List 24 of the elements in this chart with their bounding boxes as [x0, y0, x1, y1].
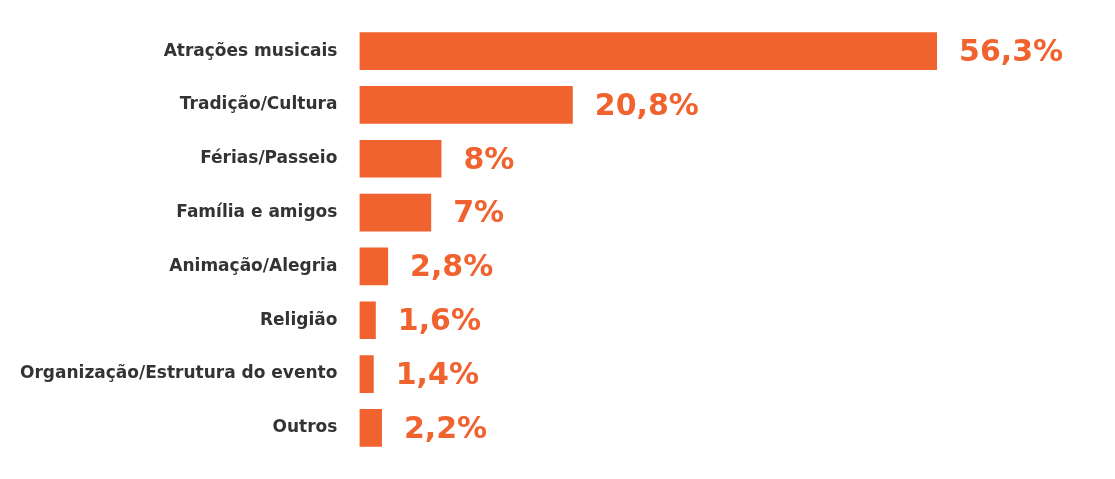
y-tick-label: Família e amigos — [176, 201, 338, 222]
y-tick-label: Férias/Passeio — [200, 147, 338, 168]
bar — [359, 409, 382, 447]
bar — [359, 86, 573, 124]
data-label: 2,2% — [403, 409, 488, 445]
y-tick-label: Animação/Alegria — [169, 254, 338, 275]
bar — [359, 301, 376, 340]
data-label: 20,8% — [594, 86, 699, 122]
y-tick-label: Organização/Estrutura do evento — [20, 362, 338, 383]
data-label: 56,3% — [959, 32, 1064, 68]
bar — [359, 139, 442, 178]
data-label: 7% — [453, 194, 505, 230]
data-label: 1,6% — [397, 302, 481, 338]
bar — [359, 32, 938, 70]
y-tick-label: Atrações musicais — [163, 39, 338, 60]
data-label: 8% — [463, 140, 515, 176]
y-tick-label: Outros — [272, 416, 338, 437]
bar — [359, 247, 389, 286]
data-label: 1,4% — [395, 355, 479, 391]
bar — [359, 355, 374, 393]
y-tick-label: Religião — [259, 308, 338, 329]
y-tick-label: Tradição/Cultura — [179, 93, 338, 114]
bar — [359, 193, 432, 232]
data-label: 2,8% — [410, 248, 494, 284]
